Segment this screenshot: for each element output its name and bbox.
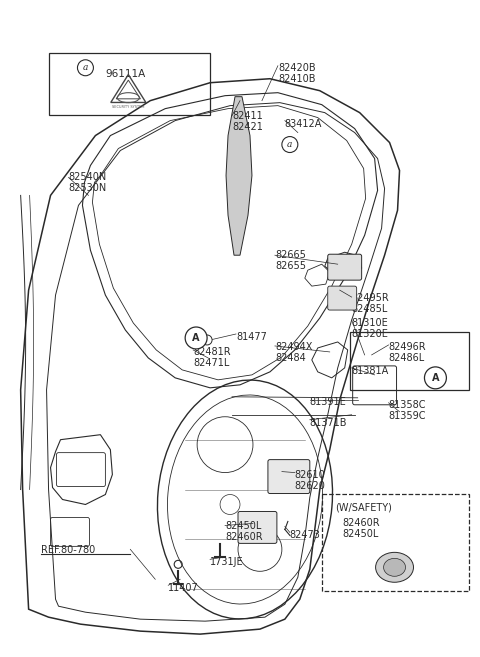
Text: 82665: 82665 — [275, 250, 306, 260]
Text: a: a — [287, 140, 292, 149]
Ellipse shape — [384, 558, 406, 576]
Bar — [350, 332, 469, 390]
Text: 82494X: 82494X — [275, 342, 312, 352]
Text: 82450L: 82450L — [225, 522, 262, 532]
Text: 82655: 82655 — [275, 261, 306, 271]
Text: 82481R: 82481R — [193, 347, 231, 357]
Ellipse shape — [376, 553, 413, 582]
Text: 82530N: 82530N — [69, 183, 107, 193]
Text: 82485L: 82485L — [352, 304, 388, 314]
Text: 82411: 82411 — [232, 110, 263, 121]
Text: 82540N: 82540N — [69, 172, 107, 183]
Text: 82620: 82620 — [295, 480, 326, 491]
Polygon shape — [226, 97, 252, 255]
Text: REF.80-780: REF.80-780 — [41, 545, 95, 555]
Text: 81381A: 81381A — [352, 366, 389, 376]
Circle shape — [424, 367, 446, 389]
FancyBboxPatch shape — [268, 460, 310, 493]
Text: 82421: 82421 — [232, 122, 263, 131]
FancyBboxPatch shape — [238, 511, 277, 543]
Text: 82473: 82473 — [290, 530, 321, 541]
Text: 1731JE: 1731JE — [210, 557, 244, 568]
Text: 82471L: 82471L — [193, 358, 229, 368]
Text: (W/SAFETY): (W/SAFETY) — [335, 503, 392, 512]
FancyBboxPatch shape — [328, 254, 361, 280]
Text: 82410B: 82410B — [278, 74, 315, 83]
Text: 81391E: 81391E — [310, 397, 347, 407]
Text: A: A — [192, 333, 200, 343]
Text: 81310E: 81310E — [352, 318, 388, 328]
Text: A: A — [432, 373, 439, 383]
Text: 83412A: 83412A — [285, 119, 322, 129]
Text: 81320E: 81320E — [352, 329, 388, 339]
Text: 82496R: 82496R — [389, 342, 426, 352]
Text: 82460R: 82460R — [343, 518, 380, 528]
Text: 82610: 82610 — [295, 470, 325, 480]
Text: 81358C: 81358C — [389, 400, 426, 410]
Circle shape — [202, 335, 212, 345]
FancyBboxPatch shape — [328, 286, 357, 310]
Text: a: a — [83, 63, 88, 72]
Text: 81359C: 81359C — [389, 411, 426, 420]
Circle shape — [77, 60, 94, 76]
Text: SECURITY SYSTEM: SECURITY SYSTEM — [112, 104, 144, 108]
Text: 82486L: 82486L — [389, 353, 425, 363]
Text: 81371B: 81371B — [310, 418, 348, 428]
Text: 82420B: 82420B — [278, 63, 315, 73]
Circle shape — [282, 137, 298, 152]
Text: 82484: 82484 — [275, 353, 306, 363]
Text: 82450L: 82450L — [343, 530, 379, 539]
Text: 82460R: 82460R — [225, 532, 263, 543]
Circle shape — [185, 327, 207, 349]
Text: 81477: 81477 — [236, 332, 267, 342]
Bar — [322, 493, 469, 591]
Text: 11407: 11407 — [168, 583, 199, 593]
Text: 96111A: 96111A — [106, 69, 145, 79]
Text: 82495R: 82495R — [352, 293, 389, 303]
Bar — [48, 53, 210, 114]
